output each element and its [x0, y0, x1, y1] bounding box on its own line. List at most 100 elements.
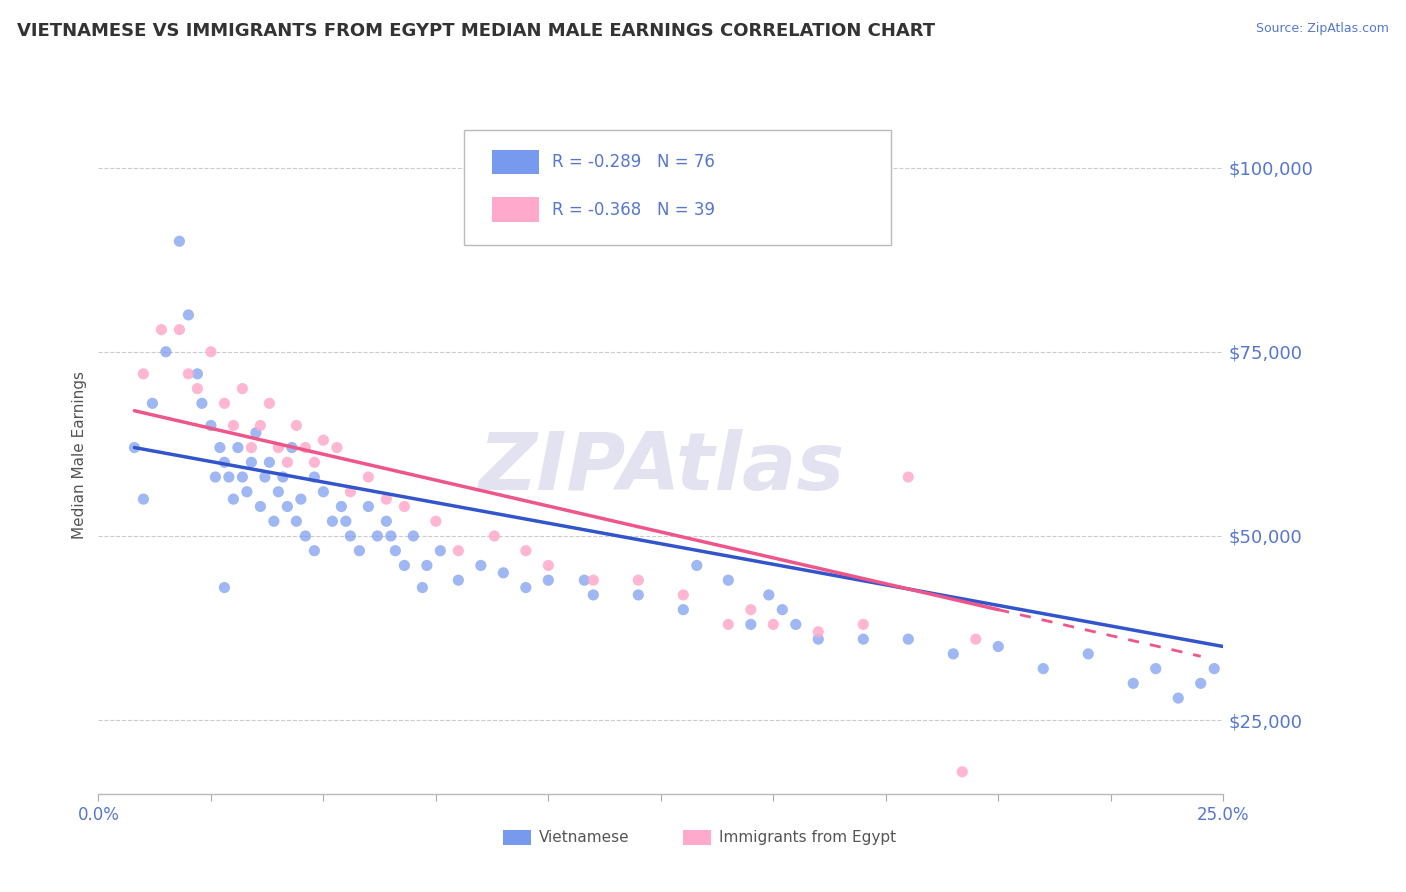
- Point: [1144, 662, 1167, 676]
- Point: [380, 529, 402, 543]
- Point: [897, 470, 920, 484]
- Point: [276, 500, 298, 514]
- Point: [177, 367, 200, 381]
- Point: [240, 441, 263, 455]
- Point: [897, 632, 920, 647]
- Point: [807, 632, 830, 647]
- Point: [852, 632, 875, 647]
- Point: [582, 588, 605, 602]
- Point: [394, 558, 416, 573]
- Point: [357, 470, 380, 484]
- Bar: [683, 830, 711, 845]
- Point: [515, 543, 537, 558]
- Point: [484, 529, 506, 543]
- Point: [447, 543, 470, 558]
- Point: [672, 602, 695, 616]
- Point: [240, 455, 263, 469]
- FancyBboxPatch shape: [464, 129, 891, 244]
- Point: [384, 543, 406, 558]
- Point: [253, 470, 276, 484]
- Bar: [492, 197, 540, 222]
- Point: [627, 573, 650, 587]
- Point: [394, 500, 416, 514]
- Point: [191, 396, 214, 410]
- Point: [214, 581, 236, 595]
- Point: [416, 558, 439, 573]
- Point: [375, 514, 398, 528]
- Point: [263, 514, 285, 528]
- Point: [259, 396, 281, 410]
- Point: [770, 602, 793, 616]
- Point: [1077, 647, 1099, 661]
- Point: [1204, 662, 1226, 676]
- Point: [222, 492, 245, 507]
- Text: R = -0.368   N = 39: R = -0.368 N = 39: [551, 201, 714, 219]
- Point: [1189, 676, 1212, 690]
- Point: [574, 573, 596, 587]
- Point: [294, 441, 316, 455]
- Point: [290, 492, 312, 507]
- Point: [177, 308, 200, 322]
- Point: [186, 382, 208, 396]
- Point: [267, 441, 290, 455]
- Point: [214, 455, 236, 469]
- Text: ZIPAtlas: ZIPAtlas: [478, 429, 844, 508]
- Y-axis label: Median Male Earnings: Median Male Earnings: [72, 371, 87, 539]
- Text: Source: ZipAtlas.com: Source: ZipAtlas.com: [1256, 22, 1389, 36]
- Point: [366, 529, 388, 543]
- Point: [141, 396, 163, 410]
- Point: [339, 529, 361, 543]
- Point: [762, 617, 785, 632]
- Bar: [503, 830, 531, 845]
- Point: [686, 558, 709, 573]
- Point: [276, 455, 298, 469]
- Point: [285, 418, 308, 433]
- Text: Vietnamese: Vietnamese: [540, 830, 630, 845]
- Point: [132, 367, 155, 381]
- Point: [470, 558, 492, 573]
- Point: [1122, 676, 1144, 690]
- Point: [259, 455, 281, 469]
- Point: [312, 484, 335, 499]
- Point: [285, 514, 308, 528]
- Point: [740, 617, 762, 632]
- Point: [312, 433, 335, 447]
- Point: [132, 492, 155, 507]
- Point: [425, 514, 447, 528]
- Point: [249, 418, 271, 433]
- Point: [807, 624, 830, 639]
- Point: [271, 470, 294, 484]
- Point: [537, 558, 560, 573]
- Point: [758, 588, 780, 602]
- Point: [402, 529, 425, 543]
- Point: [672, 588, 695, 602]
- Point: [717, 573, 740, 587]
- Point: [155, 344, 177, 359]
- Point: [218, 470, 240, 484]
- Point: [492, 566, 515, 580]
- Point: [169, 323, 191, 337]
- Point: [411, 581, 433, 595]
- Point: [267, 484, 290, 499]
- Point: [515, 581, 537, 595]
- Point: [950, 764, 973, 779]
- Point: [208, 441, 231, 455]
- Point: [335, 514, 357, 528]
- Point: [357, 500, 380, 514]
- Point: [429, 543, 451, 558]
- Point: [214, 396, 236, 410]
- Point: [304, 470, 326, 484]
- Point: [942, 647, 965, 661]
- Point: [375, 492, 398, 507]
- Point: [186, 367, 208, 381]
- Text: R = -0.289   N = 76: R = -0.289 N = 76: [551, 153, 714, 171]
- Text: VIETNAMESE VS IMMIGRANTS FROM EGYPT MEDIAN MALE EARNINGS CORRELATION CHART: VIETNAMESE VS IMMIGRANTS FROM EGYPT MEDI…: [17, 22, 935, 40]
- Point: [582, 573, 605, 587]
- Point: [245, 425, 267, 440]
- Point: [965, 632, 987, 647]
- Point: [852, 617, 875, 632]
- Point: [1167, 691, 1189, 706]
- Point: [200, 344, 222, 359]
- Point: [231, 470, 253, 484]
- Point: [124, 441, 146, 455]
